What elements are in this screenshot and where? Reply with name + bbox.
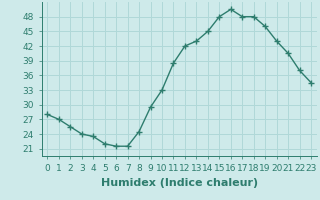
X-axis label: Humidex (Indice chaleur): Humidex (Indice chaleur) [100, 178, 258, 188]
